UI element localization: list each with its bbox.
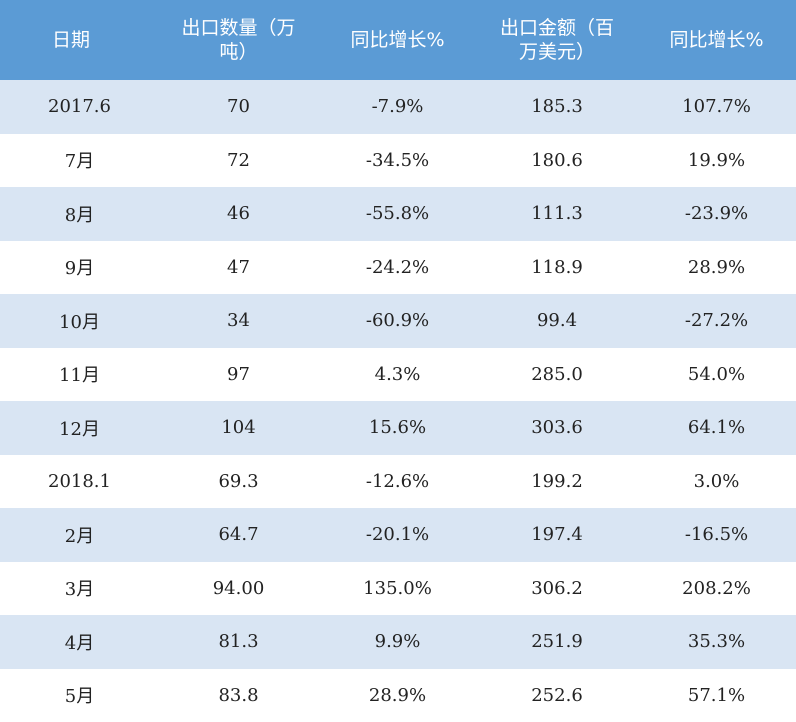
cell-volume-yoy: -60.9% — [365, 310, 430, 332]
cell-value: 251.9 — [531, 631, 583, 653]
cell-value-yoy: -27.2% — [684, 310, 749, 332]
cell-volume: 83.8 — [218, 684, 259, 706]
cell-value: 111.3 — [531, 203, 583, 225]
cell-value-yoy: 19.9% — [687, 149, 746, 171]
cell-volume-yoy: -20.1% — [365, 524, 430, 546]
cell-date: 7月 — [64, 151, 95, 173]
cell-date: 2018.1 — [48, 470, 111, 492]
header-value-yoy: 同比增长% — [669, 29, 764, 51]
cell-volume: 94.00 — [212, 577, 265, 599]
cell-volume: 70 — [227, 96, 250, 118]
cell-volume-yoy: 28.9% — [368, 684, 427, 706]
cell-volume-yoy: 9.9% — [374, 631, 421, 653]
cell-volume-yoy: -24.2% — [365, 256, 430, 278]
cell-date: 10月 — [59, 311, 100, 333]
cell-date: 4月 — [64, 632, 95, 654]
cell-volume-yoy: -55.8% — [365, 203, 430, 225]
cell-volume: 34 — [227, 310, 250, 332]
cell-date: 11月 — [59, 365, 100, 387]
table-header: 日期 出口数量（万 吨） 同比增长% 出口金额（百 万美元） 同比增长% — [0, 0, 796, 80]
cell-value-yoy: -23.9% — [684, 203, 749, 225]
table-row: 11月 97 4.3% 285.0 54.0% — [0, 347, 796, 401]
table-row: 2018.1 69.3 -12.6% 199.2 3.0% — [0, 454, 796, 508]
cell-value: 185.3 — [531, 96, 583, 118]
cell-volume-yoy: 4.3% — [374, 363, 421, 385]
cell-volume-yoy: 135.0% — [363, 577, 432, 599]
cell-value: 197.4 — [531, 524, 583, 546]
cell-volume: 97 — [227, 363, 250, 385]
cell-volume-yoy: -34.5% — [365, 149, 430, 171]
cell-volume-yoy: -12.6% — [365, 470, 430, 492]
cell-volume: 72 — [227, 149, 250, 171]
table-row: 3月 94.00 135.0% 306.2 208.2% — [0, 561, 796, 615]
cell-value: 252.6 — [531, 684, 583, 706]
table-row: 5月 83.8 28.9% 252.6 57.1% — [0, 668, 796, 722]
table-row: 10月 34 -60.9% 99.4 -27.2% — [0, 294, 796, 348]
cell-date: 8月 — [64, 204, 95, 226]
cell-volume: 81.3 — [218, 631, 259, 653]
cell-volume: 46 — [227, 203, 250, 225]
cell-value-yoy: 35.3% — [687, 631, 746, 653]
table-row: 4月 81.3 9.9% 251.9 35.3% — [0, 615, 796, 669]
header-export-value: 出口金额（百 万美元） — [499, 17, 614, 63]
cell-date: 12月 — [59, 418, 100, 440]
cell-value-yoy: 57.1% — [687, 684, 746, 706]
cell-volume-yoy: -7.9% — [371, 96, 424, 118]
cell-date: 2月 — [64, 525, 95, 547]
cell-value: 99.4 — [536, 310, 578, 332]
header-export-volume: 出口数量（万 吨） — [181, 17, 296, 63]
cell-value-yoy: 208.2% — [682, 577, 751, 599]
cell-value-yoy: 64.1% — [687, 417, 746, 439]
cell-date: 3月 — [64, 579, 95, 601]
cell-value: 306.2 — [531, 577, 583, 599]
cell-value-yoy: -16.5% — [684, 524, 749, 546]
cell-value: 118.9 — [531, 256, 583, 278]
cell-value-yoy: 3.0% — [693, 470, 740, 492]
table-row: 2月 64.7 -20.1% 197.4 -16.5% — [0, 508, 796, 562]
cell-volume: 47 — [227, 256, 250, 278]
table-row: 7月 72 -34.5% 180.6 19.9% — [0, 133, 796, 187]
cell-volume: 64.7 — [218, 524, 259, 546]
table-row: 12月 104 15.6% 303.6 64.1% — [0, 401, 796, 455]
cell-volume: 69.3 — [218, 470, 259, 492]
cell-value-yoy: 107.7% — [682, 96, 751, 118]
cell-value: 180.6 — [531, 149, 583, 171]
cell-date: 5月 — [64, 686, 95, 708]
table-row: 2017.6 70 -7.9% 185.3 107.7% — [0, 80, 796, 134]
table-row: 9月 47 -24.2% 118.9 28.9% — [0, 240, 796, 294]
cell-value-yoy: 54.0% — [687, 363, 746, 385]
cell-value: 285.0 — [531, 363, 583, 385]
table-row: 8月 46 -55.8% 111.3 -23.9% — [0, 187, 796, 241]
cell-value: 303.6 — [531, 417, 583, 439]
cell-value-yoy: 28.9% — [687, 256, 746, 278]
cell-date: 9月 — [64, 258, 95, 280]
header-date: 日期 — [52, 29, 91, 51]
cell-volume: 104 — [221, 417, 256, 439]
cell-date: 2017.6 — [48, 96, 111, 118]
cell-volume-yoy: 15.6% — [368, 417, 427, 439]
cell-value: 199.2 — [531, 470, 583, 492]
header-volume-yoy: 同比增长% — [350, 29, 445, 51]
